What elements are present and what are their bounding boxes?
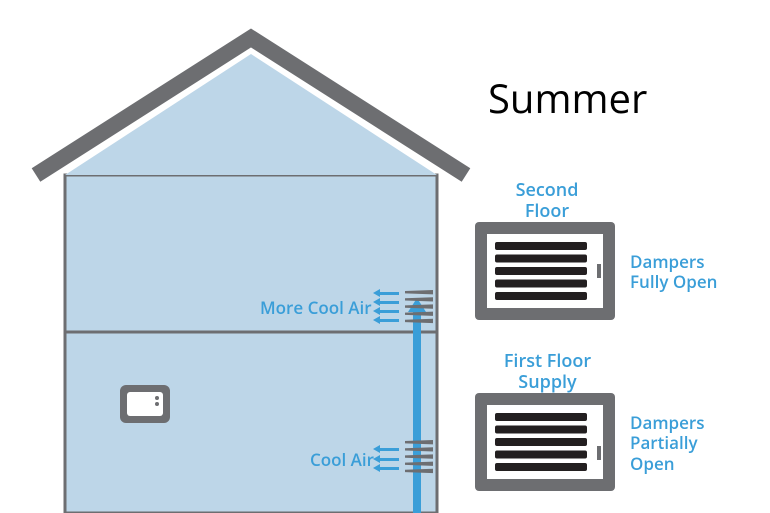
vent1-state-l3: Open	[630, 452, 675, 475]
vent2-title-l1: Second Floor	[516, 178, 579, 223]
diagram-stage: Summer More Cool Air Cool Air Second Flo…	[0, 0, 770, 513]
lower-air-label: Cool Air	[310, 448, 374, 471]
thermostat	[120, 385, 170, 423]
vent2-state: Dampers Fully Open	[630, 252, 717, 293]
side-vent-first	[475, 393, 615, 496]
vent1-state: Dampers Partially Open	[630, 413, 705, 474]
vent2-state-l2: Fully Open	[630, 270, 717, 293]
side-vent-second	[475, 222, 615, 325]
upper-air-label: More Cool Air	[260, 296, 372, 319]
page-title: Summer	[488, 70, 647, 125]
